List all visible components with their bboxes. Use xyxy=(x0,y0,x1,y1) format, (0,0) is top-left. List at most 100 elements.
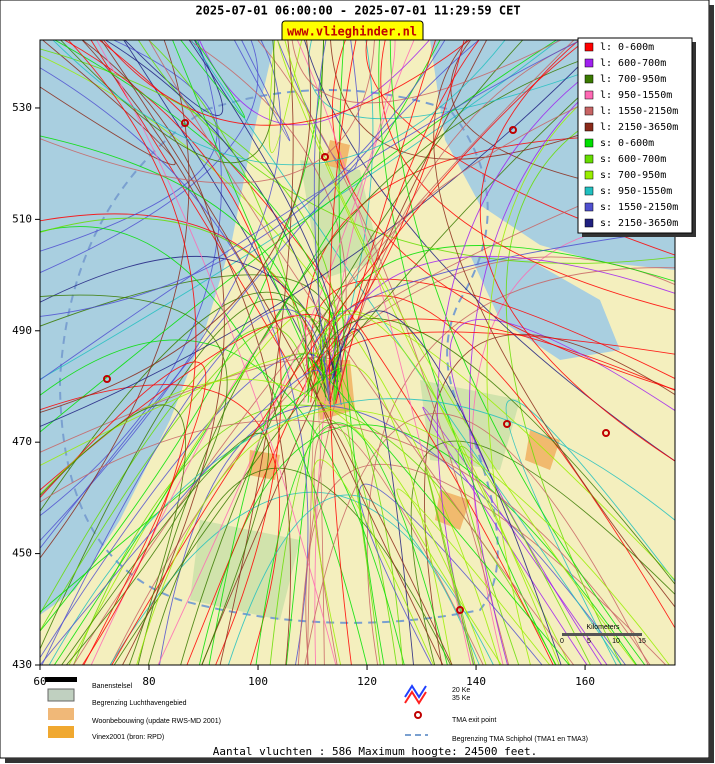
legend-label: s: 1550-2150m xyxy=(600,202,678,213)
flight-track xyxy=(159,405,626,665)
flight-track xyxy=(389,40,646,665)
flight-track xyxy=(40,40,222,517)
flight-track xyxy=(64,40,282,665)
flight-track xyxy=(284,40,637,665)
title: 2025-07-01 06:00:00 - 2025-07-01 11:29:5… xyxy=(195,4,520,18)
flight-track xyxy=(422,407,608,665)
key-text: Begrenzing TMA Schiphol (TMA1 en TMA3) xyxy=(452,736,588,743)
scale-title: Kilometers xyxy=(586,624,620,631)
legend-swatch xyxy=(584,90,594,100)
legend-label: s: 0-600m xyxy=(600,138,654,149)
y-tick-label: 450 xyxy=(12,547,32,560)
flight-track xyxy=(53,40,441,665)
flight-track xyxy=(311,459,434,665)
x-tick-label: 80 xyxy=(142,675,155,688)
y-tick-label: 430 xyxy=(12,658,32,671)
flight-track xyxy=(41,308,331,665)
land xyxy=(40,40,675,665)
flight-track xyxy=(304,413,649,665)
flight-track xyxy=(40,40,311,413)
key-text: TMA exit point xyxy=(452,717,496,724)
tma-boundary xyxy=(58,89,499,624)
flight-track xyxy=(40,40,480,549)
flight-track xyxy=(326,63,675,401)
flight-track xyxy=(424,462,476,665)
y-tick-label: 470 xyxy=(12,435,32,448)
flight-track xyxy=(505,399,675,665)
flight-track xyxy=(335,40,480,404)
tma-exit-points xyxy=(103,119,610,614)
map xyxy=(40,40,675,665)
flight-track xyxy=(321,310,675,581)
green-area xyxy=(190,160,520,620)
ke35-swatch xyxy=(404,690,427,705)
flight-track xyxy=(269,419,398,665)
legend-swatch xyxy=(584,170,594,180)
flight-track xyxy=(255,422,448,665)
flight-track xyxy=(305,357,444,665)
flight-track xyxy=(424,333,675,665)
tma-exit-swatch xyxy=(414,711,422,719)
legend-label: l: 700-950m xyxy=(600,74,666,85)
flight-track xyxy=(40,40,446,317)
flight-track xyxy=(219,40,294,665)
legend-label: s: 950-1550m xyxy=(600,186,672,197)
flight-track xyxy=(306,317,675,585)
key-text: 20 Ke xyxy=(452,687,470,694)
legend-label: s: 2150-3650m xyxy=(600,218,678,229)
flight-track xyxy=(40,339,405,665)
legend-label: s: 700-950m xyxy=(600,170,666,181)
flight-track xyxy=(148,40,317,406)
legend-label: l: 0-600m xyxy=(600,42,654,53)
flight-track xyxy=(306,313,560,665)
flight-track xyxy=(313,40,330,405)
flight-track xyxy=(40,67,309,665)
flight-track xyxy=(81,40,291,665)
x-tick-label: 60 xyxy=(33,675,46,688)
map-border xyxy=(39,39,676,666)
x-tick-label: 100 xyxy=(248,675,268,688)
y-tick-label: 530 xyxy=(12,101,32,114)
x-tick-label: 160 xyxy=(575,675,595,688)
flight-track xyxy=(61,432,270,665)
vinex-swatch xyxy=(48,726,74,738)
flight-track xyxy=(396,488,551,665)
x-tick-label: 120 xyxy=(357,675,377,688)
flight-track xyxy=(313,295,675,629)
y-tick-label: 510 xyxy=(12,212,32,225)
lake xyxy=(470,255,620,360)
flight-track xyxy=(321,364,452,665)
flight-track xyxy=(157,40,396,665)
legend-swatch xyxy=(584,74,594,84)
legend-label: s: 600-700m xyxy=(600,154,666,165)
legend-label: l: 600-700m xyxy=(600,58,666,69)
scale-label: 10 xyxy=(612,638,620,645)
flight-track xyxy=(111,40,587,665)
flight-track xyxy=(410,440,675,665)
flight-track xyxy=(40,40,582,381)
flight-track xyxy=(40,314,343,631)
flight-track xyxy=(40,213,325,380)
flight-track xyxy=(40,369,323,665)
flight-track xyxy=(40,40,176,166)
x-tick-label: 140 xyxy=(466,675,486,688)
key: Banenstelsel Begrenzing Luchthavengebied… xyxy=(45,677,588,743)
flight-track xyxy=(291,40,562,104)
key-text: 35 Ke xyxy=(452,695,470,702)
flight-track xyxy=(113,40,642,665)
flight-track xyxy=(233,40,291,142)
flight-track xyxy=(227,494,480,665)
legend-swatch xyxy=(584,186,594,196)
flight-track xyxy=(68,40,197,665)
flight-track xyxy=(332,310,562,665)
legend-label: l: 2150-3650m xyxy=(600,122,678,133)
flight-track xyxy=(285,312,336,665)
legend-swatch xyxy=(584,122,594,132)
flight-track xyxy=(100,40,453,665)
flight-track xyxy=(359,483,543,665)
flight-track xyxy=(306,396,325,665)
flight-track xyxy=(479,40,675,462)
flight-track xyxy=(40,40,190,559)
key-text: Woonbebouwing (update RWS-MD 2001) xyxy=(92,718,221,725)
shadow xyxy=(5,758,714,763)
